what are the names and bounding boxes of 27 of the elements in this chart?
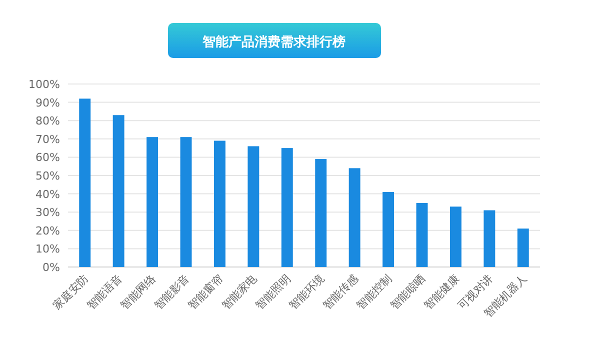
chart-title: 智能产品消费需求排行榜 <box>202 34 346 50</box>
y-tick-label: 90% <box>36 96 60 110</box>
bar <box>248 146 260 267</box>
bar <box>180 137 192 267</box>
bar <box>214 140 226 267</box>
y-tick-label: 30% <box>36 206 60 220</box>
bar <box>146 137 158 267</box>
y-tick-label: 0% <box>42 261 60 274</box>
y-tick-label: 100% <box>28 78 60 91</box>
title: 智能产品消费需求排行榜 <box>168 23 381 58</box>
bar <box>348 168 360 267</box>
bar <box>517 228 529 267</box>
bar <box>112 115 124 267</box>
bar <box>281 148 293 267</box>
bar <box>450 206 462 267</box>
bar <box>315 159 327 267</box>
y-tick-label: 70% <box>36 132 60 146</box>
bar <box>484 210 496 267</box>
y-tick-label: 80% <box>36 114 60 128</box>
y-tick-label: 40% <box>36 188 60 201</box>
y-tick-label: 10% <box>36 242 60 256</box>
y-tick-label: 50% <box>36 170 60 182</box>
bar <box>79 98 91 267</box>
y-tick-label: 20% <box>36 224 60 238</box>
bar <box>416 202 428 267</box>
y-tick-label: 60% <box>36 151 60 164</box>
bar <box>382 192 394 267</box>
